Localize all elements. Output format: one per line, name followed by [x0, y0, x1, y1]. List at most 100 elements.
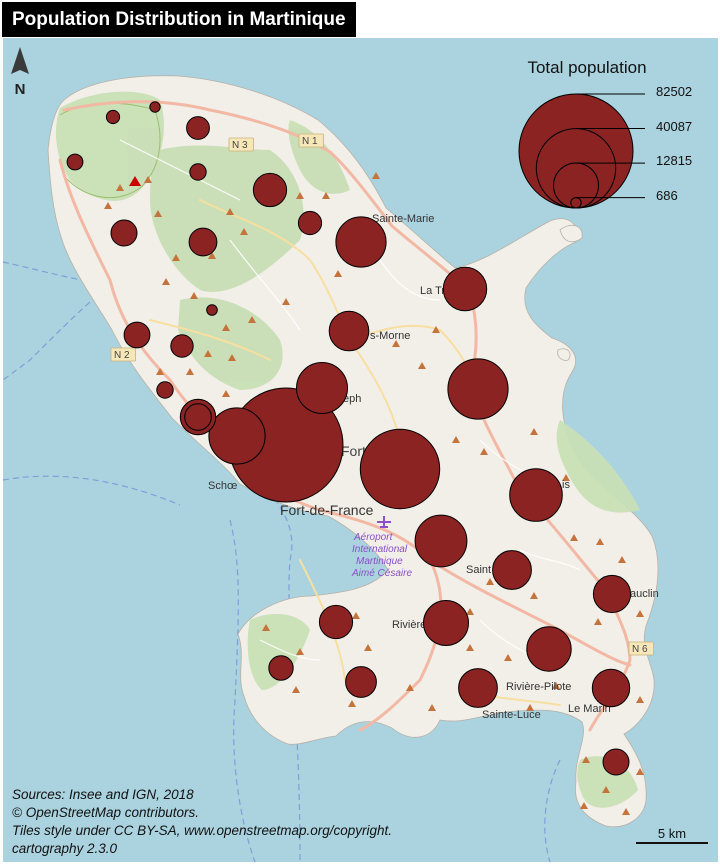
place-label: La Tr: [420, 285, 445, 297]
legend-value-label: 82502: [656, 84, 692, 99]
place-label: Rivière: [392, 619, 426, 631]
peak-icon: [262, 624, 270, 631]
peak-icon: [228, 354, 236, 361]
peak-icon: [582, 756, 590, 763]
commune-circle[interactable]: [188, 227, 218, 257]
peak-icon: [144, 176, 152, 183]
commune-circle[interactable]: [189, 163, 207, 181]
road-label: N 1: [302, 136, 318, 147]
peak-icon: [530, 428, 538, 435]
commune-circle[interactable]: [268, 655, 294, 681]
peak-icon: [240, 228, 248, 235]
legend-circle: [518, 93, 634, 209]
place-label: eph: [343, 393, 361, 405]
peak-icon: [618, 556, 626, 563]
peak-icon: [156, 368, 164, 375]
commune-circle[interactable]: [509, 468, 563, 522]
commune-circle[interactable]: [208, 407, 266, 465]
place-label: Fort-de-France: [280, 502, 374, 518]
commune-circle[interactable]: [123, 321, 151, 349]
commune-circle[interactable]: [492, 550, 532, 590]
commune-circle[interactable]: [458, 668, 498, 708]
road-shield: [110, 347, 137, 362]
peak-icon: [282, 298, 290, 305]
commune-circle[interactable]: [66, 153, 84, 171]
road-shield: [298, 133, 325, 148]
commune-circle[interactable]: [149, 101, 161, 113]
peak-icon: [636, 610, 644, 617]
commune-circle[interactable]: [447, 358, 509, 420]
commune-circle[interactable]: [328, 310, 370, 352]
peak-icon: [292, 686, 300, 693]
peak-icon: [480, 448, 488, 455]
commune-circle[interactable]: [526, 626, 572, 672]
road-label: N 2: [114, 350, 130, 361]
commune-circle[interactable]: [170, 334, 194, 358]
commune-circle[interactable]: [318, 604, 354, 640]
peak-icon: [466, 608, 474, 615]
peak-icon: [432, 326, 440, 333]
population-circles: [66, 101, 632, 776]
place-label: Schœ: [208, 480, 237, 492]
peak-icon: [406, 684, 414, 691]
peak-icon: [348, 700, 356, 707]
commune-circle[interactable]: [252, 172, 288, 208]
peak-icon: [364, 644, 372, 651]
commune-circle[interactable]: [186, 116, 210, 140]
commune-circle[interactable]: [359, 428, 441, 510]
peak-icon: [208, 252, 216, 259]
place-label: is: [562, 479, 570, 491]
peak-icon: [296, 192, 304, 199]
north-label: N: [15, 81, 26, 98]
place-label: auclin: [630, 588, 659, 600]
peak-icon: [372, 172, 380, 179]
credit-line: Sources: Insee and IGN, 2018: [12, 787, 194, 802]
commune-circle[interactable]: [591, 668, 631, 708]
commune-circle[interactable]: [297, 210, 323, 236]
legend-value-label: 40087: [656, 119, 692, 134]
peak-icon: [504, 654, 512, 661]
peak-icon: [296, 648, 304, 655]
peak-icon: [452, 436, 460, 443]
commune-circle[interactable]: [592, 574, 632, 614]
commune-circle[interactable]: [414, 514, 468, 568]
peak-icon: [636, 768, 644, 775]
commune-circle[interactable]: [345, 666, 377, 698]
peak-icon: [222, 324, 230, 331]
airport-icon: [377, 516, 391, 528]
peak-icon: [204, 350, 212, 357]
commune-circle[interactable]: [335, 216, 387, 268]
road-label: N 6: [632, 644, 648, 655]
peak-icon: [222, 390, 230, 397]
legend-title: Total population: [527, 58, 646, 77]
commune-circle[interactable]: [206, 304, 218, 316]
terrain-peaks: [104, 172, 644, 815]
credit-line: Tiles style under CC BY-SA, www.openstre…: [12, 823, 393, 838]
commune-circle[interactable]: [602, 748, 630, 776]
commune-circle[interactable]: [110, 219, 138, 247]
road-label: N 3: [232, 140, 248, 151]
place-label: Rivière-Pilote: [506, 681, 571, 693]
peak-icon: [594, 618, 602, 625]
place-label: Aimé Césaire: [351, 568, 412, 579]
legend-value-label: 686: [656, 188, 678, 203]
peak-icon: [428, 704, 436, 711]
commune-circle[interactable]: [442, 266, 488, 312]
commune-circle[interactable]: [423, 600, 469, 646]
peak-icon: [580, 802, 588, 809]
peak-icon: [162, 278, 170, 285]
commune-circle[interactable]: [156, 381, 174, 399]
peak-icon: [418, 362, 426, 369]
peak-icon: [352, 612, 360, 619]
place-label: Aéroport: [353, 532, 394, 543]
peak-icon: [486, 578, 494, 585]
commune-circle[interactable]: [105, 109, 121, 125]
place-label: Le Marin: [568, 703, 611, 715]
commune-circle[interactable]: [184, 403, 212, 431]
peak-icon: [116, 184, 124, 191]
commune-circle[interactable]: [296, 362, 348, 414]
peak-icon: [172, 254, 180, 261]
road-shield: [628, 641, 655, 656]
north-arrow: N: [11, 47, 29, 98]
